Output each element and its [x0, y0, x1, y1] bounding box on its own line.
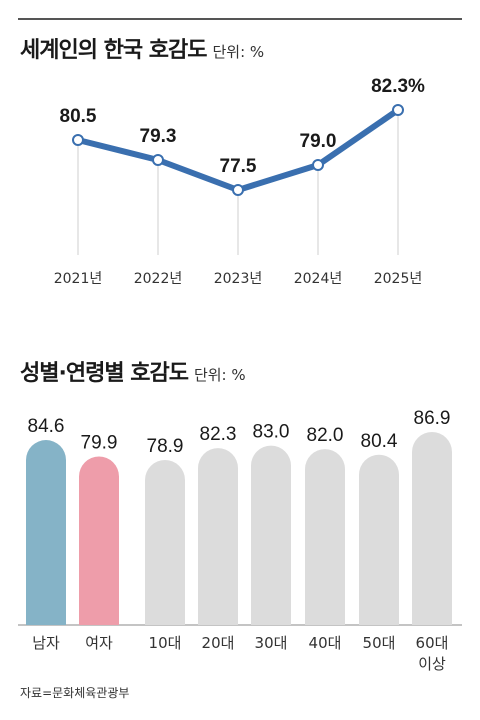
bar-category-label-0: 남자: [32, 634, 60, 652]
data-label-3: 79.0: [300, 131, 337, 152]
bar-5: [305, 449, 345, 625]
x-tick-label-1: 2022년: [134, 271, 183, 287]
bar-category-label-7-line2: 이상: [418, 655, 446, 673]
bar-category-label-3: 20대: [202, 634, 235, 652]
bar-value-label-3: 82.3: [200, 424, 237, 445]
data-label-4: 82.3%: [371, 76, 425, 97]
data-point-4: [392, 104, 404, 116]
x-tick-label-3: 2024년: [294, 271, 343, 287]
bar-1: [79, 456, 119, 625]
bar-value-label-4: 83.0: [253, 422, 290, 443]
bar-value-label-7: 86.9: [414, 408, 451, 429]
x-tick-label-2: 2023년: [214, 271, 263, 287]
data-point-0: [72, 134, 84, 146]
data-label-2: 77.5: [220, 156, 257, 177]
bar-7: [412, 432, 452, 625]
line-chart-title: 세계인의 한국 호감도 단위: %: [20, 38, 265, 63]
bar-6: [359, 454, 399, 625]
data-point-2: [232, 184, 244, 196]
data-point-1: [152, 154, 164, 166]
bar-value-label-1: 79.9: [81, 433, 118, 454]
bar-0: [26, 440, 66, 625]
bar-4: [251, 445, 291, 625]
x-tick-label-4: 2025년: [374, 271, 423, 287]
bar-3: [198, 448, 238, 625]
data-point-3: [312, 159, 324, 171]
bar-value-label-6: 80.4: [361, 431, 398, 452]
line-chart-unit: 단위: %: [212, 43, 265, 61]
bar-category-label-5: 40대: [309, 634, 342, 652]
bar-category-label-4: 30대: [255, 634, 288, 652]
bar-category-label-2: 10대: [149, 634, 182, 652]
bar-chart-title: 성별·연령별 호감도 단위: %: [20, 361, 246, 386]
source-note: 자료=문화체육관광부: [20, 686, 130, 700]
bar-category-label-7: 60대: [416, 634, 449, 652]
bar-2: [145, 460, 185, 625]
bar-value-label-5: 82.0: [307, 425, 344, 446]
data-label-0: 80.5: [60, 106, 97, 127]
line-chart: 80.5 2021년 79.3 2022년 77.5 2023년 79.0 2024년 82.3…: [54, 76, 425, 287]
x-tick-label-0: 2021년: [54, 271, 103, 287]
data-label-1: 79.3: [140, 126, 177, 147]
bar-value-label-2: 78.9: [147, 436, 184, 457]
bar-value-label-0: 84.6: [28, 416, 65, 437]
bar-chart-unit: 단위: %: [193, 366, 246, 384]
bar-category-label-1: 여자: [85, 634, 113, 652]
top-rule: [18, 18, 462, 20]
bar-category-label-6: 50대: [363, 634, 396, 652]
